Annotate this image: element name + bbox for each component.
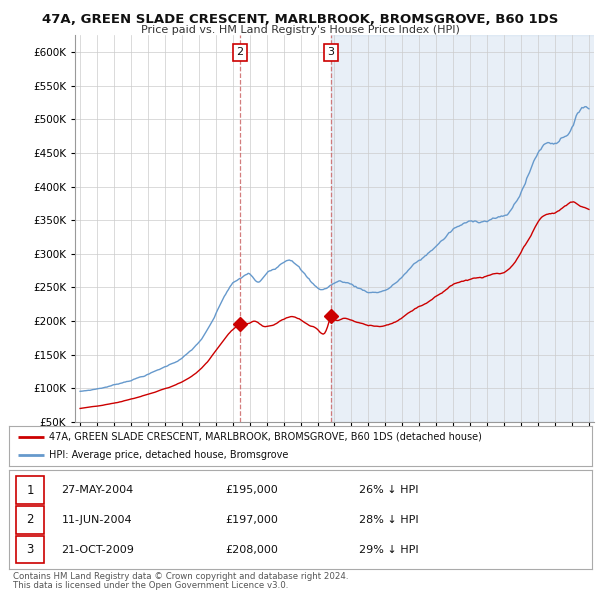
- Text: 2: 2: [236, 47, 244, 57]
- Text: 21-OCT-2009: 21-OCT-2009: [61, 545, 134, 555]
- FancyBboxPatch shape: [16, 476, 44, 504]
- Text: 27-MAY-2004: 27-MAY-2004: [61, 485, 134, 495]
- FancyBboxPatch shape: [16, 506, 44, 534]
- Text: 1: 1: [26, 484, 34, 497]
- FancyBboxPatch shape: [16, 536, 44, 563]
- Text: 2: 2: [26, 513, 34, 526]
- Text: Price paid vs. HM Land Registry's House Price Index (HPI): Price paid vs. HM Land Registry's House …: [140, 25, 460, 35]
- Text: HPI: Average price, detached house, Bromsgrove: HPI: Average price, detached house, Brom…: [49, 450, 288, 460]
- Text: 28% ↓ HPI: 28% ↓ HPI: [359, 515, 419, 525]
- Text: 47A, GREEN SLADE CRESCENT, MARLBROOK, BROMSGROVE, B60 1DS: 47A, GREEN SLADE CRESCENT, MARLBROOK, BR…: [42, 13, 558, 26]
- Text: 47A, GREEN SLADE CRESCENT, MARLBROOK, BROMSGROVE, B60 1DS (detached house): 47A, GREEN SLADE CRESCENT, MARLBROOK, BR…: [49, 432, 482, 442]
- Text: 11-JUN-2004: 11-JUN-2004: [61, 515, 132, 525]
- Text: £197,000: £197,000: [225, 515, 278, 525]
- Text: 29% ↓ HPI: 29% ↓ HPI: [359, 545, 419, 555]
- Text: 26% ↓ HPI: 26% ↓ HPI: [359, 485, 418, 495]
- Text: Contains HM Land Registry data © Crown copyright and database right 2024.: Contains HM Land Registry data © Crown c…: [13, 572, 349, 581]
- Text: £208,000: £208,000: [225, 545, 278, 555]
- Text: This data is licensed under the Open Government Licence v3.0.: This data is licensed under the Open Gov…: [13, 581, 289, 589]
- Text: £195,000: £195,000: [225, 485, 278, 495]
- Bar: [331, 35, 600, 422]
- Text: 3: 3: [328, 47, 335, 57]
- Text: 3: 3: [26, 543, 34, 556]
